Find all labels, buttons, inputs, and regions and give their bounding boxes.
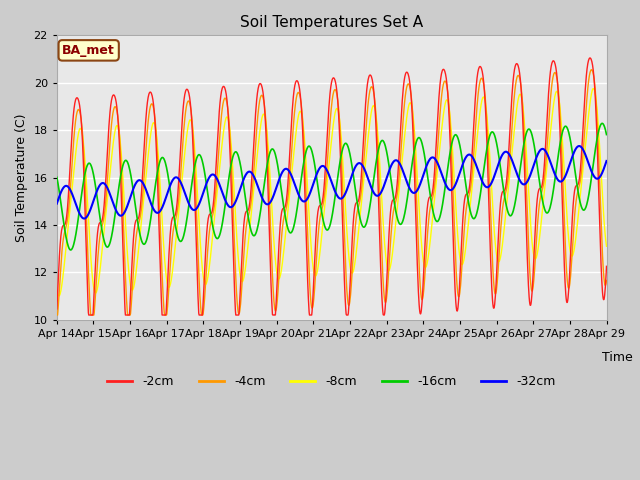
-2cm: [586, 55, 594, 61]
-2cm: [366, 72, 374, 78]
-16cm: [118, 166, 126, 171]
-8cm: [603, 243, 611, 249]
-8cm: [118, 163, 126, 168]
-32cm: [118, 213, 126, 218]
-16cm: [67, 247, 75, 253]
-4cm: [286, 171, 294, 177]
Line: -16cm: -16cm: [57, 123, 607, 250]
Line: -8cm: -8cm: [57, 88, 607, 296]
-32cm: [96, 182, 104, 188]
Line: -2cm: -2cm: [57, 58, 607, 315]
-4cm: [588, 67, 595, 72]
-4cm: [307, 302, 315, 308]
-16cm: [298, 172, 306, 178]
-8cm: [96, 270, 104, 276]
-2cm: [85, 312, 93, 318]
Line: -4cm: -4cm: [57, 70, 607, 315]
-16cm: [366, 203, 374, 208]
-4cm: [95, 238, 103, 243]
-8cm: [308, 251, 316, 256]
-2cm: [298, 111, 306, 117]
-8cm: [589, 85, 597, 91]
-16cm: [308, 148, 316, 154]
-8cm: [287, 183, 294, 189]
-16cm: [287, 230, 294, 236]
-16cm: [96, 213, 104, 219]
-32cm: [287, 170, 294, 176]
Title: Soil Temperatures Set A: Soil Temperatures Set A: [240, 15, 423, 30]
-8cm: [298, 112, 306, 118]
-2cm: [308, 312, 316, 318]
-32cm: [575, 143, 583, 149]
-8cm: [53, 286, 61, 292]
-2cm: [118, 219, 126, 225]
-16cm: [53, 174, 61, 180]
-4cm: [118, 176, 125, 182]
X-axis label: Time: Time: [602, 351, 633, 364]
-32cm: [308, 186, 316, 192]
Legend: -2cm, -4cm, -8cm, -16cm, -32cm: -2cm, -4cm, -8cm, -16cm, -32cm: [102, 370, 561, 393]
-4cm: [53, 312, 61, 318]
-16cm: [598, 120, 606, 126]
Text: BA_met: BA_met: [62, 44, 115, 57]
Line: -32cm: -32cm: [57, 146, 607, 218]
-32cm: [53, 201, 61, 206]
-4cm: [603, 277, 611, 283]
-32cm: [298, 197, 306, 203]
-2cm: [96, 220, 104, 226]
-2cm: [53, 306, 61, 312]
-2cm: [603, 264, 611, 269]
Y-axis label: Soil Temperature (C): Soil Temperature (C): [15, 113, 28, 242]
-2cm: [287, 138, 294, 144]
-32cm: [603, 158, 611, 164]
-4cm: [298, 103, 305, 108]
-32cm: [81, 216, 88, 221]
-8cm: [55, 293, 63, 299]
-8cm: [366, 119, 374, 124]
-32cm: [366, 181, 374, 187]
-16cm: [603, 132, 611, 137]
-4cm: [366, 89, 374, 95]
